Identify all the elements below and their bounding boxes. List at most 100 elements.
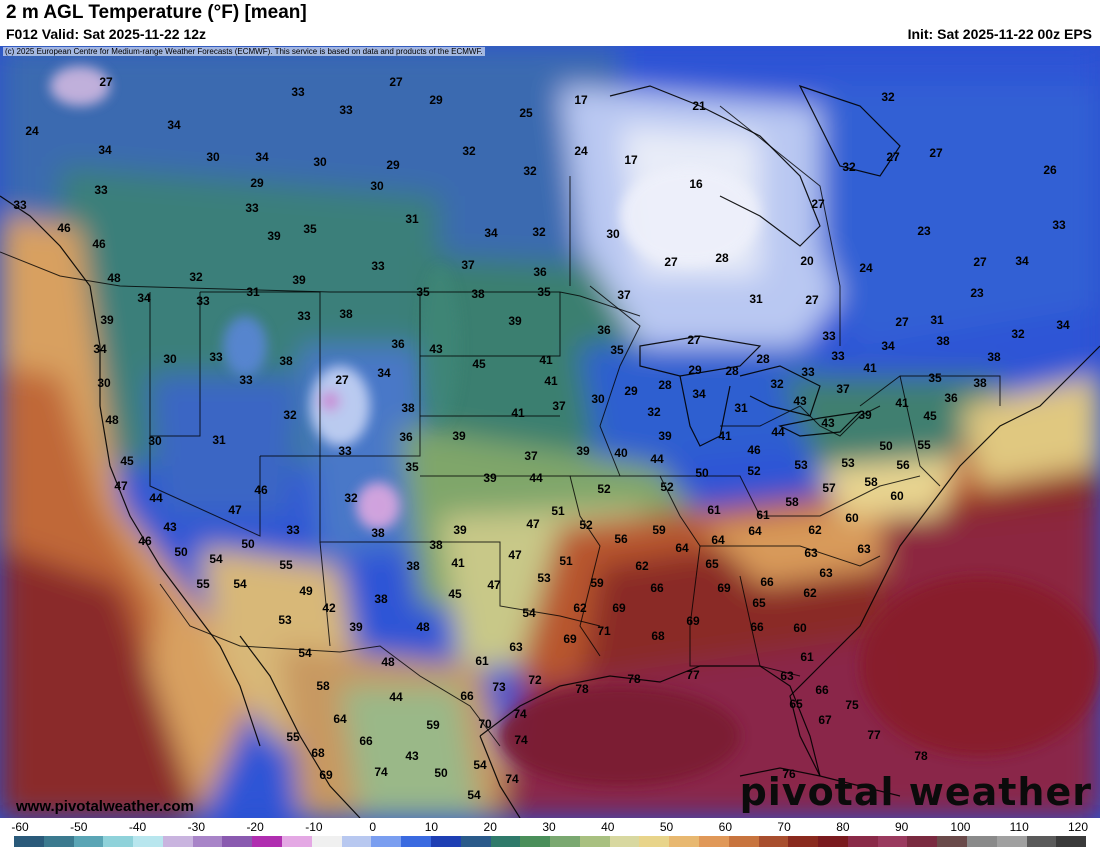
temperature-value: 31: [749, 292, 763, 306]
temperature-value: 66: [650, 581, 664, 595]
temperature-value: 30: [206, 150, 220, 164]
temperature-value: 63: [857, 542, 871, 556]
temperature-value: 64: [748, 524, 762, 538]
legend-swatch: [43, 836, 74, 847]
temperature-value: 64: [711, 533, 725, 547]
temperature-value: 34: [1056, 318, 1070, 332]
temperature-value: 35: [303, 222, 317, 236]
temperature-value: 61: [800, 650, 814, 664]
legend-swatch: [1056, 836, 1087, 847]
legend-tick-label: 30: [542, 820, 556, 834]
temperature-value: 45: [120, 454, 134, 468]
temperature-value: 34: [692, 387, 706, 401]
temperature-value: 33: [371, 259, 385, 273]
temperature-value: 63: [804, 546, 818, 560]
temperature-value: 75: [845, 698, 859, 712]
temperature-value: 34: [137, 291, 151, 305]
temperature-value: 38: [987, 350, 1001, 364]
temperature-value: 60: [845, 511, 859, 525]
temperature-value: 66: [760, 575, 774, 589]
temperature-value: 27: [929, 146, 943, 160]
temperature-value: 33: [94, 183, 108, 197]
temperature-value: 55: [196, 577, 210, 591]
temperature-value: 46: [57, 221, 71, 235]
temperature-value: 41: [895, 396, 909, 410]
temperature-value: 46: [254, 483, 268, 497]
temperature-value: 51: [559, 554, 573, 568]
temperature-value: 56: [614, 532, 628, 546]
temperature-value: 43: [163, 520, 177, 534]
temperature-value: 37: [617, 288, 631, 302]
temperature-value: 69: [612, 601, 626, 615]
temperature-value: 32: [842, 160, 856, 174]
temperature-value: 53: [278, 613, 292, 627]
temperature-map[interactable]: (c) 2025 European Centre for Medium-rang…: [0, 46, 1100, 818]
temperature-value: 32: [1011, 327, 1025, 341]
temperature-value: 69: [717, 581, 731, 595]
temperature-value: 49: [299, 584, 313, 598]
temperature-value: 24: [574, 144, 588, 158]
temperature-value: 46: [747, 443, 761, 457]
temperature-value: 38: [406, 559, 420, 573]
temperature-value: 33: [13, 198, 27, 212]
temperature-value: 39: [483, 471, 497, 485]
temperature-value: 37: [552, 399, 566, 413]
temperature-value: 33: [239, 373, 253, 387]
temperature-value: 30: [148, 434, 162, 448]
temperature-value: 47: [114, 479, 128, 493]
temperature-value: 17: [624, 153, 638, 167]
temperature-value: 41: [511, 406, 525, 420]
legend-tick-label: 60: [718, 820, 733, 834]
temperature-value: 52: [597, 482, 611, 496]
temperature-value: 44: [771, 425, 785, 439]
temperature-value: 28: [715, 251, 729, 265]
legend-tick-label: 110: [1009, 820, 1029, 834]
temperature-value: 47: [228, 503, 242, 517]
temperature-value: 43: [429, 342, 443, 356]
temperature-value: 77: [867, 728, 881, 742]
temperature-value: 50: [174, 545, 188, 559]
legend-tick-label: 10: [424, 820, 439, 834]
copyright-notice: (c) 2025 European Centre for Medium-rang…: [3, 47, 485, 56]
legend-swatch: [430, 836, 461, 847]
temperature-value: 69: [319, 768, 333, 782]
legend-swatch: [460, 836, 491, 847]
color-legend: -60 -50 -40 -30 -20 -10 0 10 20 30 40 50 60 70 80 90 100…: [0, 818, 1100, 850]
legend-ticks: -60 -50 -40 -30 -20 -10 0 10 20 30 40 50 60 70 80 90 100…: [0, 820, 1100, 834]
temperature-value: 28: [756, 352, 770, 366]
temperature-value: 30: [313, 155, 327, 169]
legend-tick-label: -40: [128, 820, 147, 834]
temperature-value: 54: [522, 606, 536, 620]
legend-swatch: [967, 836, 997, 847]
temperature-value: 34: [167, 118, 181, 132]
legend-tick-label: -10: [305, 820, 323, 834]
legend-tick-label: 80: [836, 820, 850, 834]
temperature-value: 61: [756, 508, 770, 522]
legend-swatch: [162, 836, 193, 847]
temperature-value: 34: [881, 339, 895, 353]
temperature-value: 36: [533, 265, 547, 279]
temperature-value: 29: [250, 176, 264, 190]
temperature-value: 37: [836, 382, 850, 396]
temperature-value: 61: [707, 503, 721, 517]
legend-swatch: [520, 836, 551, 847]
temperature-value: 53: [794, 458, 808, 472]
temperature-value: 58: [785, 495, 799, 509]
map-title: 2 m AGL Temperature (°F) [mean]: [6, 2, 307, 23]
legend-tick-label: 90: [894, 820, 909, 834]
temperature-value: 41: [863, 361, 877, 375]
temperature-value: 74: [513, 707, 527, 721]
valid-time: F012 Valid: Sat 2025-11-22 12z: [6, 26, 207, 42]
temperature-value: 55: [279, 558, 293, 572]
temperature-value: 41: [718, 429, 732, 443]
temperature-value: 32: [189, 270, 203, 284]
temperature-value: 48: [416, 620, 430, 634]
temperature-value: 27: [664, 255, 678, 269]
temperature-value: 74: [374, 765, 388, 779]
temperature-value: 46: [92, 237, 106, 251]
temperature-value: 31: [930, 313, 944, 327]
legend-tick-label: -60: [11, 820, 29, 834]
temperature-value: 45: [448, 587, 462, 601]
temperature-value: 26: [1043, 163, 1057, 177]
init-time: Init: Sat 2025-11-22 00z EPS: [907, 26, 1092, 42]
